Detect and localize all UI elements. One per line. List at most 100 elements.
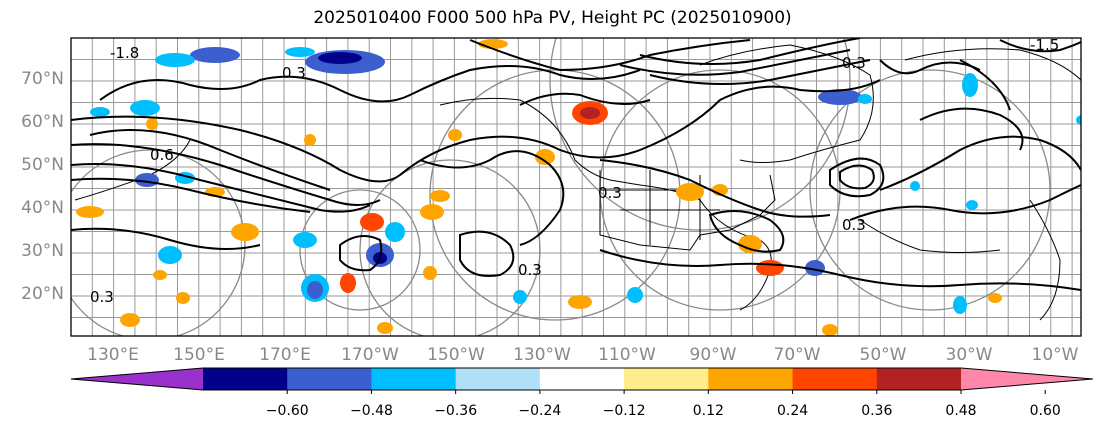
gray-circle (359, 159, 541, 336)
contour-label: 0.3 (842, 54, 866, 72)
contour-label: 0.3 (518, 261, 542, 279)
gray-circle (299, 189, 421, 311)
latitude-labels: 70°N 60°N 50°N 40°N 30°N 20°N (21, 69, 64, 304)
contour-labels: -1.8 0.3 0.3 0.3 0.3 0.3 0.6 -1.5 0.3 (90, 36, 1059, 306)
pv-blob (130, 100, 160, 116)
colorbar-tick-label: 0.60 (1030, 403, 1061, 419)
pv-blob (76, 206, 104, 218)
pv-blob (420, 204, 444, 220)
gray-circle (809, 69, 1051, 311)
contour-label: 0.6 (150, 146, 174, 164)
height-contours (71, 38, 1081, 291)
lon-label: 150°E (173, 345, 225, 365)
colorbar-outline (70, 367, 1094, 391)
lon-label: 110°W (598, 345, 656, 365)
pv-blob (676, 183, 704, 201)
colorbar-segment (455, 368, 541, 390)
pv-blob (1076, 115, 1081, 125)
lon-label: 130°W (513, 345, 571, 365)
colorbar-segment (287, 368, 372, 390)
lon-label: 170°E (259, 345, 311, 365)
lat-label: 30°N (21, 241, 64, 261)
colorbar-segment (371, 368, 457, 390)
pv-blob (535, 149, 555, 165)
pv-blob (580, 107, 600, 119)
pv-blob (568, 295, 592, 309)
pv-blob (738, 235, 762, 253)
pv-blob (513, 290, 527, 304)
pv-blob (430, 190, 450, 202)
lat-label: 50°N (21, 155, 64, 175)
pv-shading (76, 39, 1081, 336)
colorbar-segment (203, 368, 288, 390)
pv-blob (90, 107, 110, 117)
contour-label: 0.3 (90, 288, 114, 306)
pv-blob (176, 292, 190, 304)
lon-label: 30°W (946, 345, 993, 365)
pv-blob (146, 118, 158, 130)
pv-blob (190, 47, 240, 63)
lat-label: 40°N (21, 198, 64, 218)
colorbar-tick-labels: −0.60 −0.48 −0.36 −0.24 −0.12 0.12 0.24 0.36 0.4… (266, 390, 1061, 419)
lat-label: 20°N (21, 284, 64, 304)
pv-blob (818, 89, 862, 105)
contour-label: 0.3 (598, 184, 622, 202)
pv-blob (293, 232, 317, 248)
colorbar-tick-label: −0.24 (518, 403, 561, 419)
pv-blob (155, 53, 195, 67)
contour-label: -1.5 (1030, 36, 1059, 54)
pv-blob (858, 94, 872, 104)
pv-blob (360, 213, 384, 231)
pv-blob (158, 246, 182, 264)
pv-blob (377, 322, 393, 334)
colorbar-tick-label: 0.48 (945, 403, 976, 419)
pv-blob (822, 324, 838, 336)
pv-blob (988, 293, 1002, 303)
lon-label: 170°W (341, 345, 399, 365)
colorbar-segment (708, 368, 794, 390)
contour-label: 0.3 (282, 64, 306, 82)
pv-blob (307, 281, 323, 299)
pv-blob (448, 129, 462, 141)
lon-label: 150°W (427, 345, 485, 365)
pv-blob (231, 223, 259, 241)
colorbar-segment (792, 368, 878, 390)
colorbar (70, 367, 1094, 391)
colorbar-tick-label: −0.48 (350, 403, 393, 419)
colorbar-tick-label: 0.24 (777, 403, 808, 419)
pv-blob (756, 260, 784, 276)
map-title: 2025010400 F000 500 hPa PV, Height PC (2… (313, 8, 792, 28)
lon-label: 70°W (774, 345, 821, 365)
pv-blob (153, 270, 167, 280)
pv-blob (910, 181, 920, 191)
pv-blob (966, 200, 978, 210)
colorbar-extend-max (961, 368, 1093, 390)
colorbar-tick-label: −0.60 (266, 403, 309, 419)
lon-label: 90°W (690, 345, 737, 365)
colorbar-tick-label: −0.12 (603, 403, 646, 419)
map-frame (70, 37, 1082, 337)
colorbar-segment (539, 368, 625, 390)
colorbar-tick-label: 0.36 (861, 403, 892, 419)
colorbar-tick-label: −0.36 (434, 403, 477, 419)
lon-label: 130°E (87, 345, 139, 365)
pv-blob (953, 296, 967, 314)
lon-label: 50°W (860, 345, 907, 365)
contour-label: 0.3 (842, 216, 866, 234)
lat-label: 70°N (21, 69, 64, 89)
pv-blob (318, 52, 362, 64)
pv-blob (962, 73, 978, 97)
pv-blob (304, 134, 316, 146)
pv-blob (627, 287, 643, 303)
colorbar-segment (624, 368, 709, 390)
map-panel (71, 38, 1081, 336)
colorbar-extend-min (71, 368, 203, 390)
longitude-labels: 130°E 150°E 170°E 170°W 150°W 130°W 110°… (87, 345, 1079, 365)
pv-blob (805, 260, 825, 276)
pv-blob (340, 273, 356, 293)
coastlines (74, 44, 1081, 321)
lon-label: 10°W (1032, 345, 1079, 365)
colorbar-segment (876, 368, 962, 390)
pv-blob (285, 47, 315, 57)
colorbar-tick-label: 0.12 (693, 403, 724, 419)
